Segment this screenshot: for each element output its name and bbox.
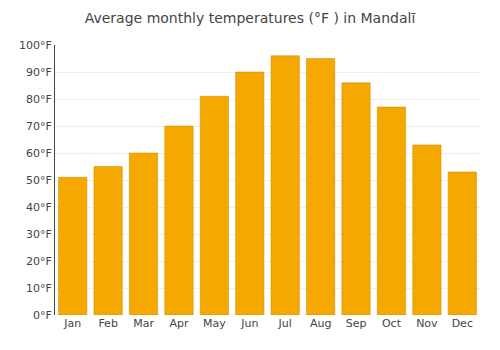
- svg-text:10°F: 10°F: [26, 282, 52, 295]
- svg-text:Jan: Jan: [63, 317, 81, 330]
- svg-text:70°F: 70°F: [26, 120, 52, 133]
- svg-text:Dec: Dec: [452, 317, 473, 330]
- svg-text:50°F: 50°F: [26, 174, 52, 187]
- svg-text:May: May: [203, 317, 226, 330]
- svg-text:Oct: Oct: [382, 317, 402, 330]
- svg-text:Mar: Mar: [133, 317, 154, 330]
- svg-text:90°F: 90°F: [26, 66, 52, 79]
- svg-text:Jun: Jun: [240, 317, 258, 330]
- svg-text:100°F: 100°F: [19, 39, 52, 52]
- svg-text:60°F: 60°F: [26, 147, 52, 160]
- svg-text:40°F: 40°F: [26, 201, 52, 214]
- svg-text:Sep: Sep: [346, 317, 367, 330]
- svg-text:Jul: Jul: [278, 317, 292, 330]
- svg-text:30°F: 30°F: [26, 228, 52, 241]
- svg-text:Nov: Nov: [416, 317, 438, 330]
- svg-text:Average monthly temperatures (: Average monthly temperatures (°F ) in Ma…: [85, 10, 416, 26]
- svg-text:80°F: 80°F: [26, 93, 52, 106]
- svg-text:20°F: 20°F: [26, 255, 52, 268]
- svg-text:Aug: Aug: [310, 317, 331, 330]
- svg-text:Apr: Apr: [169, 317, 189, 330]
- svg-text:Feb: Feb: [98, 317, 117, 330]
- svg-text:0°F: 0°F: [33, 309, 52, 322]
